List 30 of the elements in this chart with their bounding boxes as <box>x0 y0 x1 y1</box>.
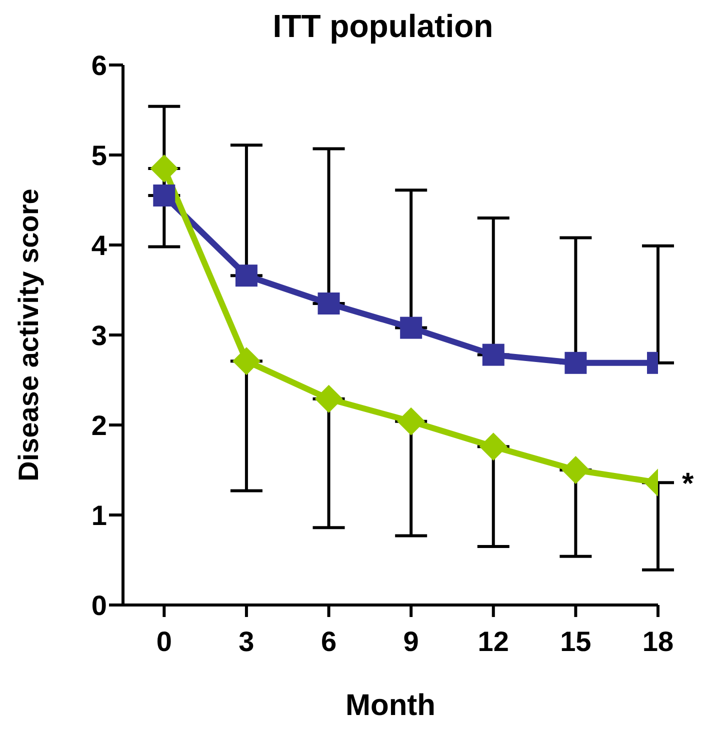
y-tick-label: 2 <box>91 410 107 441</box>
point <box>318 292 340 314</box>
x-tick-label: 12 <box>478 626 509 657</box>
chart-title: ITT population <box>272 8 494 45</box>
y-tick-label: 4 <box>91 230 108 261</box>
x-tick-label: 18 <box>642 626 674 657</box>
point <box>562 456 590 484</box>
y-tick-label: 6 <box>91 50 107 81</box>
point <box>564 352 587 374</box>
point <box>150 154 178 182</box>
x-tick-label: 0 <box>156 626 172 657</box>
y-tick-label: 3 <box>91 320 107 351</box>
point <box>397 407 426 436</box>
point <box>400 316 422 339</box>
x-tick-label: 6 <box>320 626 337 657</box>
y-tick-label: 5 <box>91 140 107 171</box>
point <box>479 432 508 461</box>
point <box>235 264 258 287</box>
y-tick-label: 1 <box>91 500 107 531</box>
x-tick-label: 3 <box>238 626 254 657</box>
annotation: * <box>682 467 694 500</box>
point <box>153 184 176 206</box>
point <box>232 347 260 376</box>
y-axis-title: Disease activity score <box>12 188 44 482</box>
x-tick-label: 15 <box>560 626 592 657</box>
point <box>482 344 504 366</box>
x-tick-label: 9 <box>403 626 419 657</box>
x-axis-title: Month <box>346 689 436 722</box>
y-tick-label: 0 <box>91 590 107 621</box>
point <box>314 384 343 413</box>
